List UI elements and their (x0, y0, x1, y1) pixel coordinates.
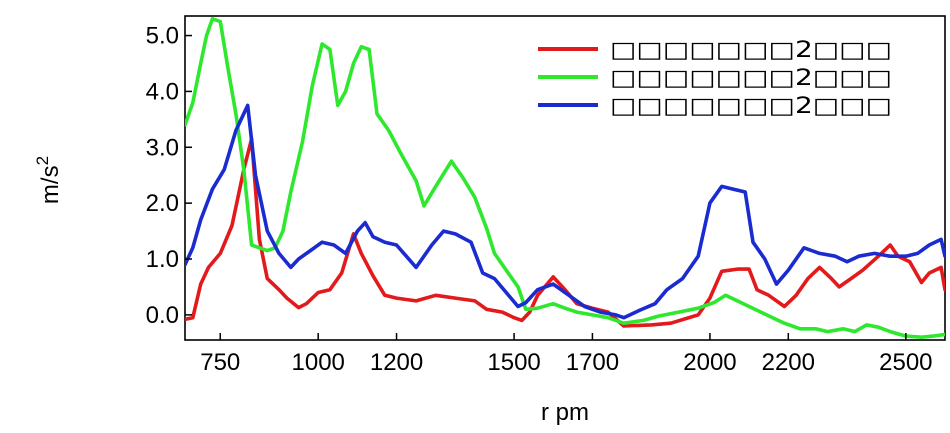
x-tick-label: 1700 (566, 349, 619, 376)
series-layer (185, 16, 945, 340)
plot-frame (184, 15, 946, 341)
series-line-1 (185, 137, 945, 328)
x-tick-label: 750 (200, 349, 240, 376)
y-tick-label: 3.0 (146, 134, 179, 161)
y-axis-title-text: m/s (37, 165, 64, 204)
x-tick-label: 1000 (292, 349, 345, 376)
series-line-2 (185, 16, 945, 340)
y-tick-label: 4.0 (146, 78, 179, 105)
y-axis: 0.0 1.0 2.0 3.0 4.0 5.0 (146, 23, 192, 329)
x-tick-label: 2500 (879, 349, 932, 376)
series-line-3 (185, 103, 945, 320)
y-axis-title: m/s2 (33, 156, 64, 204)
y-tick-label: 1.0 (146, 246, 179, 273)
x-axis: 750 1000 1200 1500 1700 2000 2200 2500 (200, 333, 933, 376)
legend: □□□□□□□2□□□ □□□□□□□2□□□ □□□□□□□2□□□ (532, 31, 902, 123)
x-axis-title: r pm (541, 399, 589, 426)
x-tick-label: 1500 (487, 349, 540, 376)
y-axis-title-superscript: 2 (33, 156, 52, 165)
x-tick-label: 1200 (370, 349, 423, 376)
legend-label-1: □□□□□□□2□□□ (610, 38, 892, 63)
legend-label-2: □□□□□□□2□□□ (610, 66, 892, 91)
x-tick-label: 2000 (683, 349, 736, 376)
y-tick-label: 5.0 (146, 23, 179, 50)
x-tick-label: 2200 (762, 349, 815, 376)
y-tick-label: 0.0 (146, 302, 179, 329)
y-tick-label: 2.0 (146, 190, 179, 217)
legend-label-3: □□□□□□□2□□□ (610, 94, 892, 119)
